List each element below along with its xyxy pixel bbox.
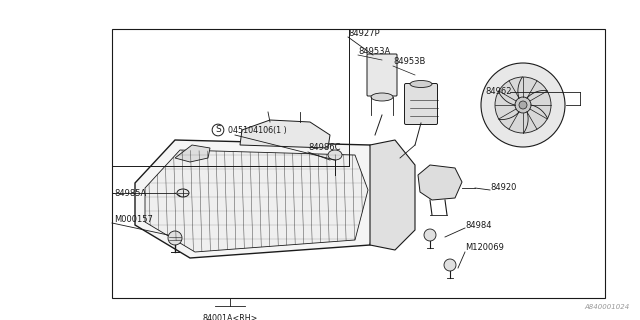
Ellipse shape	[328, 150, 342, 160]
Ellipse shape	[177, 189, 189, 197]
Circle shape	[495, 77, 551, 133]
Text: 84986C: 84986C	[308, 143, 340, 153]
Polygon shape	[175, 145, 210, 162]
FancyBboxPatch shape	[367, 54, 397, 96]
Circle shape	[424, 229, 436, 241]
Text: S: S	[215, 125, 221, 134]
Text: M120069: M120069	[465, 244, 504, 252]
Polygon shape	[145, 150, 368, 252]
Polygon shape	[135, 140, 385, 258]
Circle shape	[444, 259, 456, 271]
Text: 84953A: 84953A	[358, 47, 390, 57]
Bar	[112, 29, 605, 298]
FancyBboxPatch shape	[404, 84, 438, 124]
Text: M000157: M000157	[114, 215, 153, 225]
Circle shape	[481, 63, 565, 147]
Polygon shape	[418, 165, 462, 200]
Text: A840001024: A840001024	[585, 304, 630, 310]
Text: 84985A: 84985A	[114, 188, 147, 197]
Text: 84927P: 84927P	[348, 28, 380, 37]
Circle shape	[519, 101, 527, 109]
Circle shape	[168, 231, 182, 245]
Text: 84953B: 84953B	[393, 58, 426, 67]
Text: 84962: 84962	[485, 87, 511, 97]
Ellipse shape	[371, 93, 393, 101]
Polygon shape	[370, 140, 415, 250]
Polygon shape	[240, 120, 330, 148]
Text: 84984: 84984	[465, 220, 492, 229]
Circle shape	[515, 97, 531, 113]
Text: 84920: 84920	[490, 182, 516, 191]
Text: 84001A<RH>: 84001A<RH>	[203, 314, 258, 320]
Ellipse shape	[410, 81, 432, 87]
Text: 045104106(1 ): 045104106(1 )	[228, 125, 287, 134]
